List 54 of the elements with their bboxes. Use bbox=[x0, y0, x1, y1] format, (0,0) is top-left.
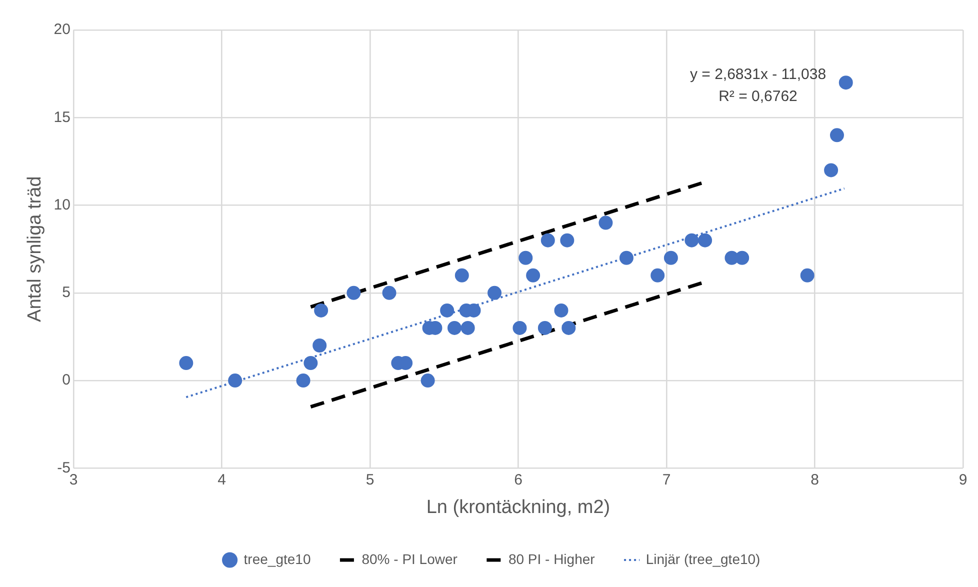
point bbox=[650, 268, 665, 282]
x-tick-label: 3 bbox=[69, 471, 78, 488]
point bbox=[526, 268, 540, 282]
point bbox=[800, 268, 814, 282]
x-axis-title: Ln (krontäckning, m2) bbox=[426, 496, 610, 518]
y-tick-label: 20 bbox=[54, 21, 70, 38]
point bbox=[296, 374, 310, 388]
y-tick-label: -5 bbox=[57, 459, 70, 476]
point bbox=[454, 268, 469, 282]
point bbox=[314, 303, 328, 318]
point bbox=[447, 320, 462, 335]
y-tick-label: 10 bbox=[54, 196, 70, 214]
y-tick-label: 15 bbox=[54, 108, 70, 126]
point bbox=[619, 250, 634, 265]
point bbox=[488, 286, 502, 300]
point bbox=[735, 250, 750, 265]
point bbox=[540, 233, 555, 248]
x-tick-label: 4 bbox=[218, 471, 226, 488]
point bbox=[304, 356, 318, 370]
point bbox=[598, 216, 613, 230]
point bbox=[538, 320, 552, 335]
point bbox=[664, 250, 678, 265]
point bbox=[560, 233, 574, 248]
x-tick-label: 8 bbox=[810, 471, 819, 488]
point bbox=[228, 374, 242, 388]
y-tick-label: 5 bbox=[62, 284, 70, 302]
point bbox=[440, 303, 454, 318]
point bbox=[830, 128, 844, 142]
x-tick-label: 9 bbox=[958, 471, 968, 488]
point bbox=[346, 286, 361, 300]
y-axis-title: Antal synliga träd bbox=[24, 176, 46, 322]
legend-label: 80% - PI Lower bbox=[362, 550, 458, 567]
point bbox=[312, 338, 327, 353]
point bbox=[824, 163, 838, 178]
point bbox=[838, 76, 853, 90]
x-tick-label: 5 bbox=[366, 471, 374, 488]
point bbox=[518, 250, 533, 265]
point bbox=[512, 320, 527, 335]
point bbox=[554, 303, 568, 318]
legend-label: Linjär (tree_gte10) bbox=[646, 550, 760, 567]
point bbox=[684, 233, 699, 248]
legend-label: tree_gte10 bbox=[244, 550, 311, 567]
x-tick-label: 7 bbox=[662, 471, 671, 488]
point bbox=[562, 320, 576, 335]
point bbox=[420, 374, 435, 388]
legend-label: 80 PI - Higher bbox=[508, 550, 596, 567]
point bbox=[460, 320, 475, 335]
point bbox=[698, 233, 712, 248]
point bbox=[382, 286, 396, 300]
point bbox=[179, 356, 194, 370]
y-tick-label: 0 bbox=[62, 372, 70, 389]
annotation: y = 2,6831x - 11,038 bbox=[690, 66, 826, 84]
x-tick-label: 6 bbox=[514, 471, 522, 488]
annotation: R² = 0,6762 bbox=[718, 88, 798, 106]
